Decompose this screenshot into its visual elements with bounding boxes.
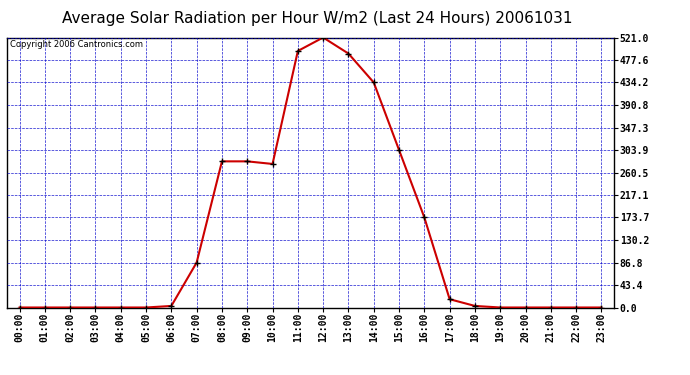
Text: Average Solar Radiation per Hour W/m2 (Last 24 Hours) 20061031: Average Solar Radiation per Hour W/m2 (L… <box>62 11 573 26</box>
Text: Copyright 2006 Cantronics.com: Copyright 2006 Cantronics.com <box>10 40 143 49</box>
